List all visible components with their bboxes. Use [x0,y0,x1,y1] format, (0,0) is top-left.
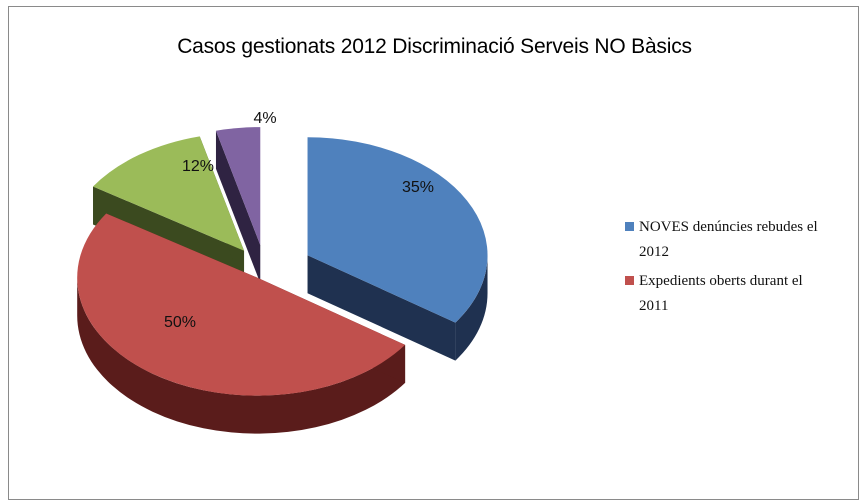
chart-title: Casos gestionats 2012 Discriminació Serv… [177,35,692,58]
pie-slice-side [455,255,488,361]
pie-slice [77,213,406,434]
pie-slice-top [93,136,245,251]
pie-slice-face [215,130,261,284]
legend-swatch [625,276,634,285]
pie-slice [307,137,488,361]
pie-slice [215,127,261,284]
legend-label: NOVES denúncies rebudes el [639,219,818,235]
legend-item: Expedients oberts durant el 2011 [625,273,803,314]
pie-slice-top [215,127,261,246]
legend-label: 2012 [639,244,669,260]
data-label: 50% [164,314,196,331]
legend-label: Expedients oberts durant el [639,273,803,289]
data-label: 12% [182,158,214,175]
pie-slice-side [77,277,406,434]
data-label: 35% [402,179,434,196]
legend-item: NOVES denúncies rebudes el 2012 [625,219,818,260]
pie-slice-face [307,255,456,361]
legend-swatch [625,222,634,231]
pie-slice-top [77,213,406,396]
pie-slice-top [307,137,488,323]
data-label: 4% [253,110,276,127]
legend-label: 2011 [639,298,668,314]
